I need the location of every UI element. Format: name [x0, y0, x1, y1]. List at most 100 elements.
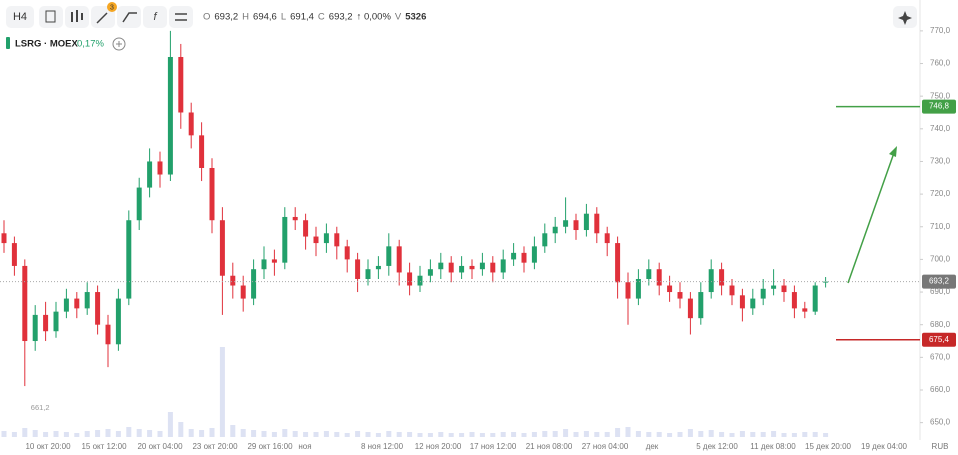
candle-body — [594, 213, 600, 234]
fx-button[interactable] — [143, 6, 167, 28]
volume-bar — [251, 430, 257, 437]
volume-bar — [531, 432, 537, 437]
volume-bar — [490, 433, 496, 437]
candle-body — [240, 285, 246, 299]
x-tick-label: 12 ноя 20:00 — [415, 442, 462, 451]
arrow-drawing — [847, 149, 896, 284]
volume-bar — [479, 433, 485, 437]
volume-bar — [646, 432, 652, 437]
candle-body — [355, 259, 361, 279]
candle-body — [136, 187, 142, 221]
volume-bar — [313, 432, 319, 437]
timeframe: H4 — [13, 11, 27, 23]
volume-bar — [323, 431, 329, 437]
y-tick-label: 710,0 — [930, 222, 951, 231]
candle-body — [583, 213, 589, 231]
volume-bar — [344, 433, 350, 437]
currency: RUB — [932, 442, 949, 451]
volume-bar — [95, 430, 101, 437]
volume-bar — [760, 432, 766, 437]
y-tick-label: 730,0 — [930, 157, 951, 166]
volume-bar — [604, 432, 610, 437]
volume-bar — [355, 431, 361, 437]
y-tick-label: 680,0 — [930, 320, 951, 329]
volume-bar — [739, 431, 745, 437]
candle-body — [407, 272, 413, 286]
x-tick-label: ноя — [298, 442, 311, 451]
candle-body — [604, 233, 610, 244]
y-tick-label: 750,0 — [930, 91, 951, 100]
volume-bar — [209, 428, 215, 437]
volume-bar — [147, 430, 153, 437]
volume-bar — [667, 433, 673, 437]
volume-bar — [240, 429, 246, 437]
badge-count: 3 — [110, 4, 114, 11]
indicator-button[interactable] — [39, 6, 63, 28]
volume-bar — [136, 429, 142, 437]
volume-bar — [178, 422, 184, 437]
candle-body — [791, 292, 797, 309]
candle-body — [365, 269, 371, 279]
x-tick-label: 5 дек 12:00 — [696, 442, 738, 451]
volume-bar — [375, 433, 381, 437]
volume-bar — [469, 432, 475, 437]
x-tick-label: 23 окт 20:00 — [192, 442, 238, 451]
volume-bar — [396, 432, 402, 437]
price-tag — [922, 274, 956, 289]
icon — [71, 10, 83, 22]
candle-body — [303, 220, 309, 237]
volume-bar — [167, 412, 173, 437]
candle-body — [625, 282, 631, 299]
candle-body — [698, 292, 704, 319]
x-tick-label: дек — [646, 442, 659, 451]
header-text: V — [395, 12, 402, 23]
volume-bar — [292, 431, 298, 437]
add-button[interactable] — [112, 37, 126, 51]
candle-body — [147, 161, 153, 188]
volume-bar — [84, 431, 90, 437]
volume-bar — [677, 432, 683, 437]
candle-body — [490, 262, 496, 273]
candle-body — [427, 269, 433, 276]
header-text: ↑ 0,00% — [357, 12, 392, 23]
volume-bar — [43, 432, 49, 437]
volume-bar — [188, 429, 194, 437]
volume-bar — [563, 429, 569, 437]
volume-bar — [781, 433, 787, 437]
y-tick-label: 650,0 — [930, 418, 951, 427]
candle-body — [687, 298, 693, 319]
volume-bar — [687, 429, 693, 437]
volume-bar — [22, 428, 28, 437]
timeframe-button[interactable] — [6, 6, 34, 28]
y-tick-label: 740,0 — [930, 124, 951, 133]
candle-body — [760, 288, 766, 299]
volume-bar — [334, 432, 340, 437]
volume-bar — [438, 432, 444, 437]
candle-body — [271, 259, 277, 263]
candle-body — [656, 269, 662, 286]
volume-bar — [105, 429, 111, 437]
volume-bar — [771, 431, 777, 437]
volume-bar — [115, 431, 121, 437]
candle-body — [500, 259, 506, 273]
volume-bar — [656, 432, 662, 437]
candle-body — [552, 226, 558, 234]
volume-bar — [271, 432, 277, 437]
header-text: 693,2 — [214, 12, 238, 23]
level-tag-label: 675,4 — [929, 335, 950, 344]
volume-bar — [583, 431, 589, 437]
candle-body — [126, 220, 132, 299]
settings-button[interactable] — [169, 6, 193, 28]
header-text: O — [203, 12, 210, 23]
volume-bar — [791, 433, 797, 437]
x-tick-label: 15 окт 12:00 — [81, 442, 127, 451]
y-tick-label: 700,0 — [930, 255, 951, 264]
candle-body — [771, 285, 777, 289]
price-tag-label: 693,2 — [929, 277, 950, 286]
candle-body — [511, 252, 517, 260]
line-button[interactable] — [117, 6, 141, 28]
candle-body — [53, 311, 59, 332]
candle-body — [386, 246, 392, 266]
candle-body — [812, 285, 818, 312]
